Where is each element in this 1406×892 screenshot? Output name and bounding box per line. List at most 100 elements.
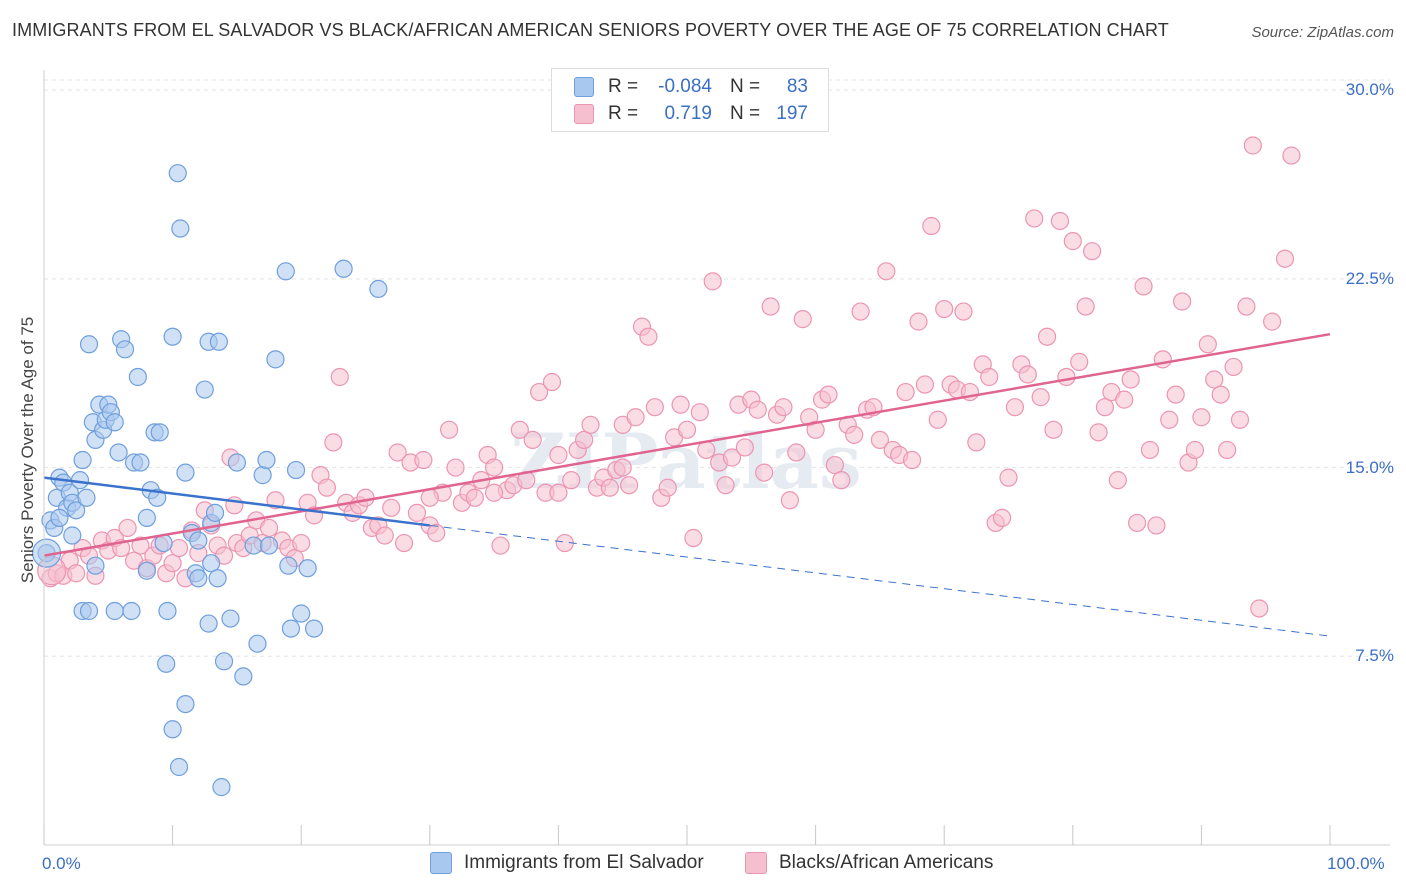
data-point [549,483,568,502]
data-point [1121,370,1140,389]
r-value: 0.719 [664,103,712,124]
data-point [562,471,581,490]
data-point [690,403,709,422]
y-tick-label: 30.0% [1345,80,1394,100]
blue-trend-line [43,476,430,527]
data-point [257,450,276,470]
data-point [171,219,190,238]
data-point [954,302,973,321]
pink-swatch [574,104,594,124]
data-point [279,556,298,575]
x-tick-label-max: 100.0% [1327,854,1385,873]
data-point [1192,408,1211,427]
grid-lines [44,79,1390,657]
r-label: R = [608,103,639,124]
data-point [163,720,182,739]
data-point [922,216,941,236]
data-point [1018,365,1037,384]
data-point [266,350,285,369]
data-point [214,652,234,671]
data-point [1031,388,1050,407]
data-point [248,634,267,653]
data-point [1140,440,1160,460]
data-point [148,488,167,507]
data-point [163,327,182,346]
data-point [793,310,812,329]
data-point [137,561,156,580]
data-point [1160,410,1179,429]
data-point [1243,136,1262,155]
n-label: N = [730,103,761,124]
data-point [122,601,141,621]
data-point [1095,398,1115,417]
data-point [79,601,99,621]
data-point [1115,390,1134,409]
data-point [259,536,279,555]
data-point [485,458,504,477]
data-point [266,491,285,510]
data-point [825,455,844,475]
data-point [1147,516,1166,535]
data-point [620,476,639,495]
data-point [205,503,225,522]
data-point [446,458,465,477]
data-point [195,380,214,399]
data-point [626,408,645,427]
data-point [388,443,407,462]
bottom-legend-pink: Blacks/African Americans [745,852,993,874]
blue-swatch [574,77,594,97]
data-point [281,619,301,638]
data-point [465,488,484,507]
data-point [832,471,851,490]
data-point [375,526,394,545]
data-point [1127,513,1147,533]
blue-trend-extension [429,524,1331,637]
y-tick-label: 22.5% [1345,268,1394,288]
data-point [755,463,774,482]
data-point [542,372,562,392]
data-point [935,299,954,319]
data-point [150,423,169,442]
y-axis-label: Seniors Poverty Over the Age of 75 [18,316,37,584]
data-point [394,533,414,553]
data-point [716,476,735,495]
data-point [787,443,806,462]
data-point [189,569,208,588]
r-value: -0.084 [658,76,712,97]
axes [43,70,1390,846]
data-point [523,430,542,449]
data-point [915,375,935,394]
data-point [1173,292,1192,311]
pink-trend-line [43,332,1331,557]
blue-swatch [430,852,452,874]
data-point [722,448,742,467]
pink-series-label: Blacks/African Americans [779,852,994,873]
data-point [1076,297,1095,316]
data-point [1166,385,1185,404]
data-point [1070,352,1089,371]
data-point [703,272,722,291]
legend-row-blue: R = -0.084 N = 83 [574,75,808,99]
data-point [600,478,619,497]
data-point [645,398,664,417]
data-point [1185,440,1205,460]
data-point [851,302,870,321]
data-point [1063,232,1082,251]
y-tick-label: 15.0% [1345,457,1394,477]
n-value: 197 [776,103,808,124]
n-value: 83 [786,76,808,97]
data-point [109,443,128,462]
data-point [50,508,69,527]
data-point [845,425,864,444]
y-tick-label: 7.5% [1355,646,1394,666]
data-point [1198,335,1217,354]
data-point [169,757,189,777]
data-point [199,614,218,633]
data-point [896,382,915,402]
data-point [427,523,446,543]
data-point [137,508,156,527]
data-point [697,440,716,460]
r-label: R = [608,76,639,97]
data-point [870,430,890,449]
